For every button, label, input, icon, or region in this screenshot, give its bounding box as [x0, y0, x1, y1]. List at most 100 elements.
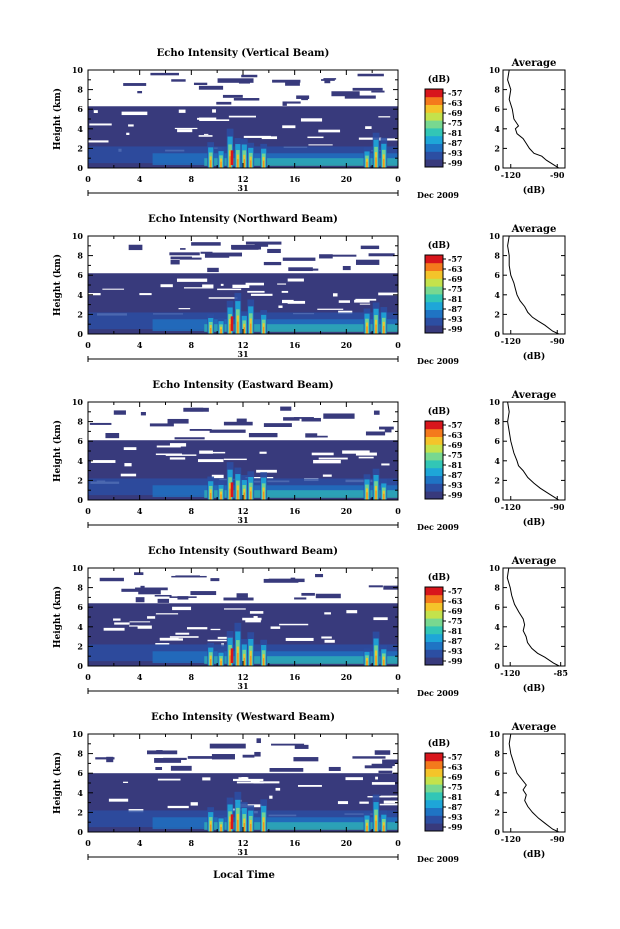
colorbar-tick-label: -81 — [448, 460, 462, 470]
echo-patch — [171, 575, 207, 578]
panel-3 — [87, 401, 566, 528]
echo-patch — [134, 572, 144, 576]
y-tick-label: 10 — [72, 563, 84, 573]
echo-gap — [317, 308, 344, 310]
panel-2 — [87, 235, 566, 362]
echo-patch — [193, 82, 208, 86]
colorbar-swatch — [425, 467, 443, 476]
average-title: Average — [511, 58, 557, 69]
colorbar-unit: (dB) — [428, 738, 450, 749]
echo-gap — [120, 473, 137, 477]
x-tick-label: 0 — [85, 174, 91, 184]
echo-patch — [232, 246, 259, 250]
colorbar-swatch — [425, 626, 443, 635]
echo-gap — [358, 456, 374, 459]
echo-patch — [150, 72, 179, 76]
echo-gap — [359, 801, 369, 804]
x-tick-label: 12 — [237, 340, 248, 350]
echo-gap — [210, 628, 221, 631]
colorbar-tick-label: -93 — [448, 646, 463, 656]
echo-gap — [378, 292, 398, 296]
echo-gap — [249, 611, 264, 614]
colorbar-swatch — [425, 483, 443, 492]
echo-gap — [147, 616, 156, 619]
echo-gap — [238, 777, 249, 781]
colorbar-tick-label: -75 — [448, 450, 462, 460]
echo-plume — [366, 161, 368, 168]
echo-gap — [114, 622, 130, 625]
echo-patch — [223, 597, 254, 601]
average-y-tick-label: 0 — [494, 827, 500, 837]
colorbar-tick-label: -69 — [448, 606, 463, 616]
y-tick-label: 8 — [77, 417, 83, 427]
colorbar-unit: (dB) — [428, 406, 450, 417]
y-tick-label: 4 — [77, 456, 83, 466]
colorbar-swatch — [425, 89, 443, 98]
echo-patch — [267, 248, 281, 254]
echo-gap — [243, 135, 271, 138]
echo-patch — [301, 417, 321, 422]
colorbar-frame — [424, 752, 444, 832]
colorbar-swatch — [425, 325, 443, 334]
echo-gap — [359, 303, 371, 305]
y-tick-label: 6 — [77, 436, 83, 446]
x-tick-label: 20 — [341, 506, 353, 516]
echo-patch — [106, 756, 114, 763]
panel-title: Echo Intensity (Vertical Beam) — [157, 48, 330, 59]
echo-patch — [315, 573, 324, 578]
colorbar-swatch — [425, 278, 443, 287]
average-y-tick-label: 2 — [494, 143, 500, 153]
average-y-tick-label: 6 — [494, 436, 500, 446]
x-tick-label: 12 — [237, 838, 248, 848]
echo-gap — [88, 293, 101, 296]
average-title: Average — [511, 390, 557, 401]
echo-plume — [220, 494, 222, 500]
echo-gap — [324, 612, 331, 615]
echo-patch — [371, 90, 385, 93]
colorbar-tick-label: -57 — [448, 420, 462, 430]
colorbar-swatch — [425, 753, 443, 762]
colorbar-unit: (dB) — [428, 74, 450, 85]
average-y-tick-label: 8 — [494, 583, 500, 593]
y-tick-label: 4 — [77, 788, 83, 798]
echo-plume — [383, 825, 385, 832]
echo-plume — [237, 159, 239, 168]
echo-patch — [326, 254, 357, 257]
colorbar-swatch — [425, 309, 443, 318]
echo-patch — [154, 594, 172, 597]
y-tick-label: 2 — [77, 641, 83, 651]
colorbar-tick-label: -93 — [448, 314, 463, 324]
echo-gap — [113, 618, 121, 621]
colorbar-tick-label: -81 — [448, 128, 462, 138]
average-y-tick-label: 10 — [489, 231, 501, 241]
x-tick-label: 8 — [189, 672, 195, 682]
average-x-tick-label: -90 — [550, 170, 565, 180]
echo-gap — [121, 111, 148, 116]
panel-5 — [87, 733, 566, 860]
y-tick-label: 0 — [77, 495, 83, 505]
colorbar-tick-label: -69 — [448, 274, 463, 284]
x-tick-label: 8 — [189, 340, 195, 350]
echo-patch — [179, 257, 202, 260]
average-title: Average — [511, 556, 557, 567]
average-y-tick-label: 2 — [494, 475, 500, 485]
echo-gap — [198, 135, 213, 137]
echo-gap — [245, 619, 261, 623]
echo-plume — [229, 156, 231, 168]
echo-patch — [378, 770, 393, 774]
colorbar-tick-label: -99 — [448, 822, 463, 832]
echo-gap — [177, 129, 193, 133]
colorbar-swatch — [425, 633, 443, 642]
average-y-tick-label: 4 — [494, 290, 500, 300]
echo-gap — [208, 297, 238, 299]
echo-gap — [332, 293, 338, 297]
echo-gap — [123, 781, 129, 784]
echo-gap — [378, 138, 398, 141]
echo-patch — [305, 268, 319, 271]
x-tick-label: 8 — [189, 838, 195, 848]
echo-plume — [375, 655, 377, 666]
colorbar-tick-label: -87 — [448, 802, 462, 812]
echo-gap — [169, 443, 187, 447]
x-tick-label: 4 — [137, 838, 143, 848]
echo-patch — [128, 244, 143, 251]
